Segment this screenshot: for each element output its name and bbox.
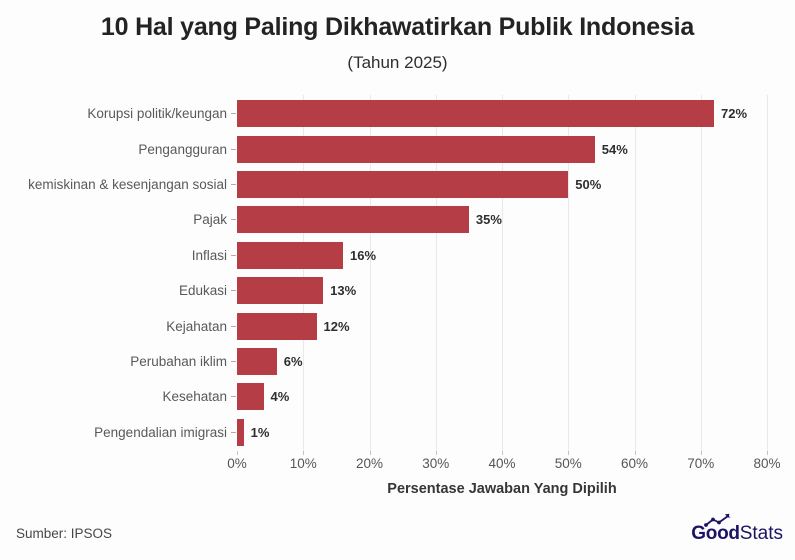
- category-label: Pajak: [193, 212, 227, 228]
- gridline: [767, 95, 768, 451]
- x-tick-label: 50%: [554, 456, 582, 471]
- value-label: 50%: [575, 176, 602, 192]
- x-axis-tick-labels: 0% 10% 20% 30% 40% 50% 60% 70% 80%: [227, 456, 780, 472]
- value-label: 13%: [330, 283, 357, 299]
- value-label: 54%: [601, 141, 628, 157]
- gridline: [369, 95, 371, 451]
- goodstats-logo: GoodStats: [691, 513, 783, 548]
- y-axis-tick: [231, 219, 236, 221]
- category-label: Korupsi politik/keungan: [87, 106, 227, 122]
- bar: [237, 135, 595, 163]
- x-tick-mark: [767, 451, 768, 455]
- bar: [237, 206, 469, 234]
- y-axis-tick: [231, 113, 236, 115]
- logo-good-text: Good: [691, 523, 740, 544]
- x-tick-label: 80%: [753, 456, 781, 471]
- y-axis-tick: [231, 254, 236, 256]
- y-axis-tick: [231, 360, 236, 362]
- value-label: 16%: [350, 247, 377, 263]
- value-label: 4%: [270, 389, 290, 405]
- y-axis-tick: [231, 183, 236, 185]
- bar-chart: Korupsi politik/keungan 72% Pengangguran 54…: [0, 96, 767, 450]
- x-axis-ticks: [237, 451, 768, 455]
- category-label: Inflasi: [191, 247, 227, 263]
- y-axis-tick: [231, 290, 236, 292]
- y-axis-tick: [231, 148, 236, 150]
- gridline: [700, 95, 702, 451]
- plot-gridlines: [237, 95, 768, 451]
- bar-row: Pengendalian imigrasi 1%: [0, 415, 767, 450]
- x-tick-mark: [502, 451, 503, 455]
- category-label: Kejahatan: [166, 318, 227, 334]
- category-label: Pengendalian imigrasi: [94, 424, 227, 440]
- bar-row: Kesehatan 4%: [0, 379, 767, 414]
- bar: [237, 347, 277, 375]
- value-label: 6%: [283, 353, 303, 369]
- gridline: [502, 95, 503, 451]
- value-label: 12%: [323, 318, 350, 334]
- x-tick-label: 20%: [355, 456, 384, 471]
- x-tick-mark: [700, 451, 702, 455]
- x-tick-mark: [237, 451, 238, 455]
- category-label: kemiskinan & kesenjangan sosial: [28, 176, 227, 192]
- bar: [237, 170, 569, 198]
- bar-row: Inflasi 16%: [0, 238, 767, 273]
- chart-title: 10 Hal yang Paling Dikhawatirkan Publik …: [100, 13, 695, 41]
- y-axis-tick: [231, 325, 236, 327]
- gridline: [634, 95, 636, 451]
- x-tick-label: 60%: [620, 456, 649, 471]
- x-tick-label: 0%: [227, 456, 247, 471]
- x-tick-mark: [634, 451, 636, 455]
- x-tick-label: 40%: [488, 456, 516, 471]
- bar-row: Perubahan iklim 6%: [0, 344, 767, 379]
- bar-row: Korupsi politik/keungan 72%: [0, 96, 767, 131]
- gridline: [435, 95, 437, 451]
- bar-row: kemiskinan & kesenjangan sosial 50%: [0, 167, 767, 202]
- value-label: 35%: [475, 212, 502, 228]
- category-label: Edukasi: [178, 283, 227, 299]
- chart-subtitle: (Tahun 2025): [347, 53, 448, 72]
- y-axis-tick: [231, 431, 236, 433]
- category-label: Pengangguran: [138, 141, 227, 157]
- bar-row: Kejahatan 12%: [0, 308, 767, 343]
- goodstats-logo-text: GoodStats: [691, 520, 783, 548]
- x-axis-title: Persentase Jawaban Yang Dipilih: [387, 481, 617, 497]
- x-tick-label: 30%: [422, 456, 450, 471]
- bar: [237, 418, 244, 446]
- x-tick-mark: [303, 451, 305, 455]
- gridline: [568, 95, 570, 451]
- logo-stats-text: Stats: [739, 523, 783, 544]
- gridline: [303, 95, 305, 451]
- x-tick-label: 10%: [289, 456, 317, 471]
- x-tick-label: 70%: [687, 456, 715, 471]
- category-label: Perubahan iklim: [130, 353, 227, 369]
- category-label: Kesehatan: [162, 389, 227, 405]
- bar: [237, 100, 714, 128]
- bar-row: Pajak 35%: [0, 202, 767, 237]
- x-tick-mark: [369, 451, 371, 455]
- x-tick-mark: [568, 451, 570, 455]
- value-label: 72%: [721, 106, 748, 122]
- bar: [237, 312, 317, 340]
- value-label: 1%: [250, 424, 270, 440]
- bar-row: Pengangguran 54%: [0, 131, 767, 166]
- bar: [237, 383, 264, 411]
- trend-arrow-icon: [704, 513, 731, 527]
- bar: [237, 241, 343, 269]
- bar: [237, 277, 324, 305]
- bar-row: Edukasi 13%: [0, 273, 767, 308]
- source-label: Sumber: IPSOS: [16, 526, 113, 541]
- x-tick-mark: [435, 451, 437, 455]
- y-axis-tick: [231, 396, 236, 398]
